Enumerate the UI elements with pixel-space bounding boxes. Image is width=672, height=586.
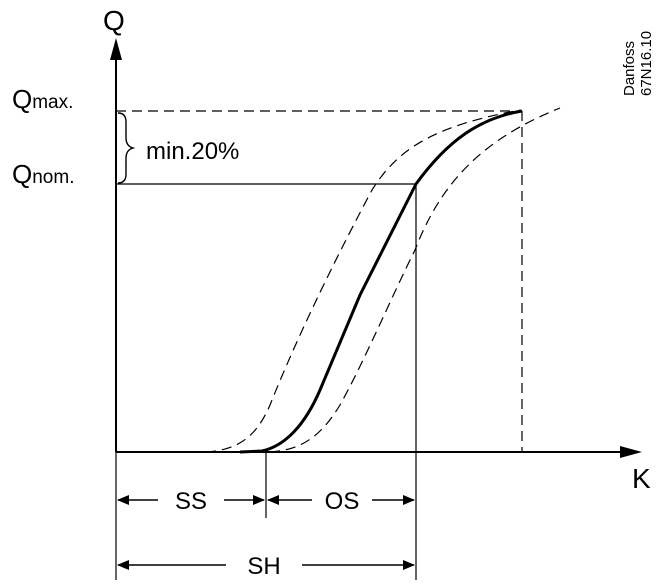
min-gap-label: min.20% [146,138,239,165]
lower-dashed-curve [269,107,561,453]
min-gap-brace [117,112,136,184]
ss-label: SS [175,488,207,515]
reference-brand: Danfoss [621,41,638,96]
q-max-label: Qmax. [12,84,73,114]
y-axis-arrow-icon [110,38,122,60]
upper-dashed-curve [205,109,521,453]
x-axis-arrow-icon [620,446,642,458]
main-capacity-curve [239,109,523,454]
x-axis-label: K [632,463,651,494]
sh-label: SH [247,553,280,580]
reference-code: 67N16.10 [638,31,655,96]
q-nom-label: Qnom. [12,159,74,189]
y-axis-label: Q [103,5,125,36]
os-label: OS [325,488,360,515]
